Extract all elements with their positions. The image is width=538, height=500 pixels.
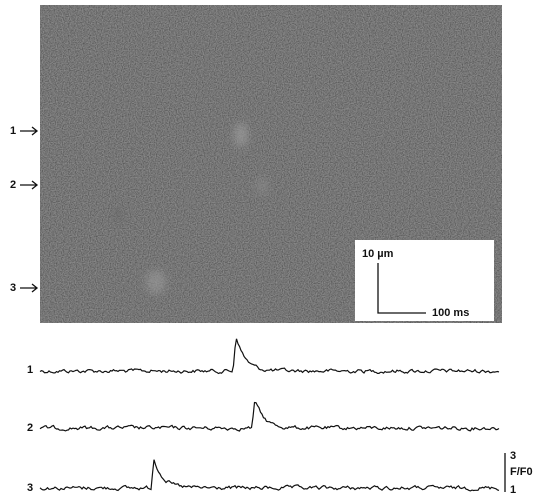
traces bbox=[39, 338, 500, 492]
arrow bbox=[20, 126, 39, 136]
sparks bbox=[113, 123, 268, 294]
scale-top: 3 bbox=[510, 450, 516, 462]
scale-bottom: 1 bbox=[510, 484, 516, 496]
arrow bbox=[20, 283, 39, 293]
spark bbox=[256, 177, 268, 195]
row-label: 2 bbox=[10, 179, 16, 191]
spark bbox=[113, 208, 123, 222]
spark bbox=[234, 123, 248, 147]
spark bbox=[185, 193, 195, 207]
arrows bbox=[20, 126, 39, 293]
time-label: 100 ms bbox=[432, 307, 469, 319]
row-label: 1 bbox=[10, 125, 16, 137]
arrow bbox=[20, 180, 39, 190]
trace-label: 1 bbox=[27, 364, 33, 376]
scale-bar bbox=[377, 263, 426, 314]
row-label: 3 bbox=[10, 282, 16, 294]
trace bbox=[39, 338, 500, 375]
length-label: 10 µm bbox=[362, 248, 394, 260]
trace bbox=[39, 401, 500, 432]
trace-label: 3 bbox=[27, 482, 33, 494]
trace bbox=[39, 459, 500, 492]
scale-unit: F/F0 bbox=[510, 466, 533, 478]
trace-label: 2 bbox=[27, 422, 33, 434]
spark bbox=[146, 270, 166, 294]
